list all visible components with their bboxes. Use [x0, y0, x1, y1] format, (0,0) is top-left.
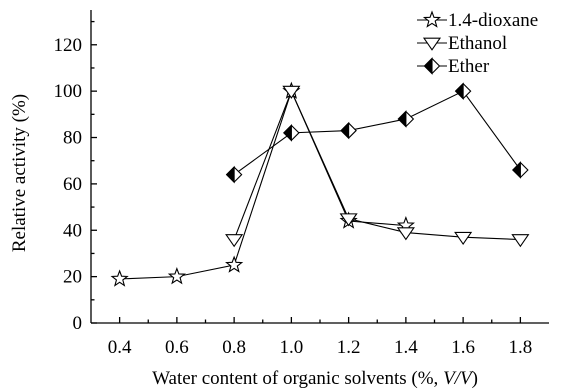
triangle-marker-shape: [225, 234, 244, 248]
y-axis-title: Relative activity (%): [9, 94, 30, 252]
data-point: [454, 82, 472, 100]
diamond-marker-fill: [423, 57, 433, 75]
data-point: [282, 85, 301, 99]
data-point: [283, 124, 300, 142]
series-line: [233, 90, 521, 176]
data-point: [396, 227, 415, 241]
legend-marker: [422, 37, 442, 51]
data-point: [225, 255, 244, 273]
x-tick-label: 0.4: [108, 337, 132, 358]
x-tick-label: 1.6: [451, 337, 475, 358]
diamond-marker-fill: [283, 124, 292, 142]
y-tick-label: 120: [54, 35, 83, 56]
data-point: [454, 231, 473, 245]
legend-label: 1.4-dioxane: [448, 10, 538, 31]
y-tick-label: 0: [73, 313, 83, 334]
data-point: [339, 213, 358, 227]
x-tick-label: 1.8: [509, 337, 533, 358]
data-point: [397, 110, 415, 128]
x-tick-label: 0.8: [222, 337, 246, 358]
legend-label: Ether: [448, 56, 490, 77]
data-point: [167, 267, 186, 285]
x-axis-title-prefix: Water content of organic solvents (%,: [152, 368, 443, 389]
data-point: [110, 269, 129, 287]
data-point: [225, 165, 243, 184]
data-point: [511, 234, 530, 248]
y-tick-label: 40: [63, 220, 82, 241]
legend-marker: [422, 10, 442, 28]
legend-item: 1.4-dioxane: [417, 10, 538, 31]
series-star: [110, 81, 415, 287]
data-point: [512, 161, 529, 179]
triangle-marker-shape: [396, 227, 415, 241]
x-axis-title-italic: V/V: [443, 368, 474, 389]
plot-area: [110, 81, 530, 287]
series-line: [119, 89, 406, 280]
triangle-marker-shape: [339, 213, 358, 227]
triangle-marker-shape: [454, 231, 473, 245]
y-tick-label: 100: [54, 81, 83, 102]
star-marker-shape: [167, 267, 186, 285]
star-marker-shape: [422, 10, 442, 28]
diamond-marker-fill: [397, 110, 407, 128]
x-axis-title-suffix: ): [472, 368, 478, 389]
series-half-diamond: [225, 82, 529, 184]
legend-marker: [423, 57, 441, 75]
x-tick-label: 0.6: [165, 337, 189, 358]
diamond-marker-fill: [225, 165, 235, 184]
x-tick-label: 1.2: [337, 337, 361, 358]
x-axis-title: Water content of organic solvents (%, V/…: [152, 368, 478, 389]
legend-label: Ethanol: [448, 33, 507, 54]
series-triangle-down: [225, 85, 530, 248]
star-marker-shape: [225, 255, 244, 273]
legend-item: Ethanol: [417, 33, 507, 54]
diamond-marker-fill: [454, 82, 464, 100]
legend-item: Ether: [417, 56, 490, 77]
y-axis: 0 20 40 60 80 100 120: [54, 10, 97, 334]
triangle-marker-shape: [422, 37, 442, 51]
data-point: [225, 234, 244, 248]
series-line: [233, 89, 521, 241]
x-tick-label: 1.4: [394, 337, 418, 358]
triangle-marker-shape: [511, 234, 530, 248]
star-marker-shape: [110, 269, 129, 287]
diamond-marker-fill: [340, 121, 350, 140]
y-tick-label: 20: [63, 267, 82, 288]
x-tick-label: 1.0: [280, 337, 304, 358]
triangle-marker-shape: [282, 85, 301, 99]
y-tick-label: 60: [63, 174, 82, 195]
data-point: [340, 121, 357, 140]
diamond-marker-fill: [512, 161, 521, 179]
y-tick-label: 80: [63, 128, 82, 149]
x-axis: 0.4 0.6 0.8 1.0 1.2 1.4 1.6 1.8: [91, 317, 549, 358]
